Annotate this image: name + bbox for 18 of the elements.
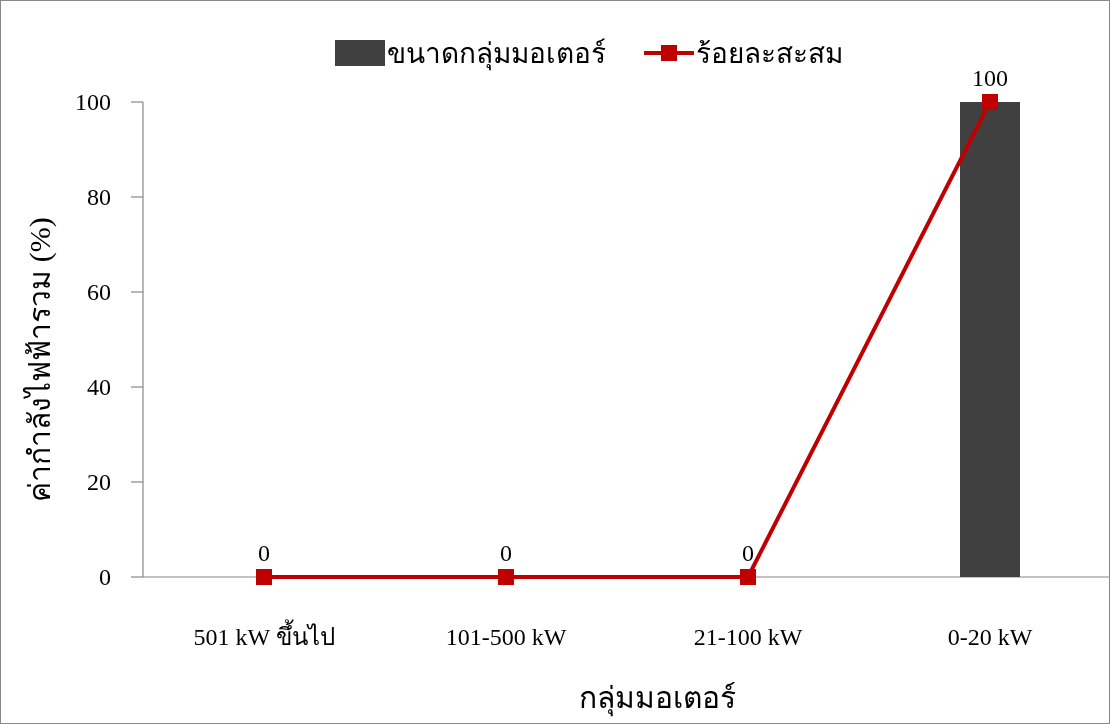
legend-label: ขนาดกลุ่มมอเตอร์ xyxy=(387,38,606,71)
y-tick-label: 20 xyxy=(87,469,111,495)
data-label: 0 xyxy=(500,540,512,566)
x-tick-label: 501 kW ขึ้นไป xyxy=(193,619,335,650)
x-tick-label: 101-500 kW xyxy=(445,624,567,650)
data-label: 0 xyxy=(742,540,754,566)
y-tick-label: 60 xyxy=(87,279,111,305)
data-label: 100 xyxy=(972,65,1008,91)
y-tick-label: 40 xyxy=(87,374,111,400)
y-tick-label: 80 xyxy=(87,184,111,210)
legend-label: ร้อยละสะสม xyxy=(696,38,843,69)
data-label: 0 xyxy=(258,540,270,566)
y-axis-title: ค่ากำลังไฟฟ้ารวม (%) xyxy=(22,217,57,502)
y-tick-label: 100 xyxy=(75,89,111,115)
x-tick-label: 0-20 kW xyxy=(947,624,1033,650)
x-axis-title: กลุ่มมอเตอร์ xyxy=(578,681,736,717)
y-tick-label: 0 xyxy=(99,564,111,590)
x-tick-label: 21-100 kW xyxy=(693,624,803,650)
